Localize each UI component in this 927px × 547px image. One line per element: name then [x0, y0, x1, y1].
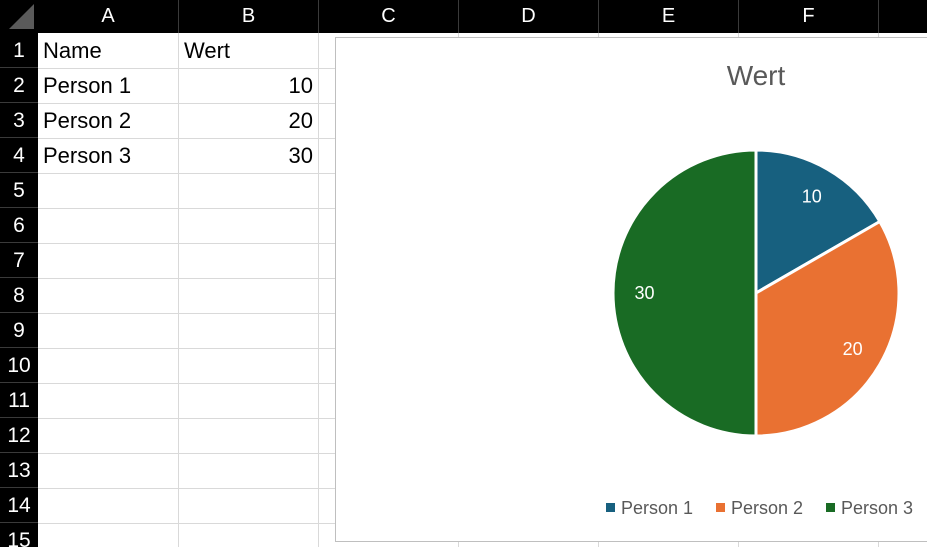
gridline [318, 33, 319, 547]
legend-entry-3[interactable]: Person 3 [841, 498, 913, 518]
data-label-2: 20 [843, 339, 863, 359]
row-header-15[interactable]: 15 [0, 523, 38, 547]
data-label-3: 30 [634, 283, 654, 303]
row-header-7[interactable]: 7 [0, 243, 38, 278]
row-header-8[interactable]: 8 [0, 278, 38, 313]
cell-a4[interactable]: Person 3 [43, 143, 132, 168]
pie-chart[interactable]: Wert 10 20 30 Person 1 Person 2 Person 3 [335, 37, 927, 542]
row-header-9[interactable]: 9 [0, 313, 38, 348]
legend-entry-1[interactable]: Person 1 [621, 498, 693, 518]
select-all-button[interactable] [0, 0, 38, 33]
chart-title[interactable]: Wert [727, 60, 786, 91]
pie-slice-2[interactable] [754, 220, 901, 438]
column-header-c[interactable]: C [319, 0, 459, 33]
row-header-14[interactable]: 14 [0, 488, 38, 523]
column-header-f[interactable]: F [739, 0, 879, 33]
row-header-11[interactable]: 11 [0, 383, 38, 418]
column-header-a[interactable]: A [38, 0, 179, 33]
cell-a3[interactable]: Person 2 [43, 108, 132, 133]
column-header-b[interactable]: B [179, 0, 319, 33]
legend-swatch-1 [606, 503, 615, 512]
cell-b4[interactable]: 30 [288, 143, 313, 168]
row-header-5[interactable]: 5 [0, 173, 38, 208]
cell-a2[interactable]: Person 1 [43, 73, 132, 98]
row-header-4[interactable]: 4 [0, 138, 38, 173]
row-header-2[interactable]: 2 [0, 68, 38, 103]
pie-chart-canvas: Wert 10 20 30 Person 1 Person 2 Person 3 [606, 60, 913, 518]
cell-a1[interactable]: Name [43, 38, 102, 63]
cell-b2[interactable]: 10 [288, 73, 313, 98]
gridline [178, 33, 179, 547]
legend-swatch-2 [716, 503, 725, 512]
row-header-13[interactable]: 13 [0, 453, 38, 488]
row-header-3[interactable]: 3 [0, 103, 38, 138]
legend-swatch-3 [826, 503, 835, 512]
column-header-d[interactable]: D [459, 0, 599, 33]
row-header-12[interactable]: 12 [0, 418, 38, 453]
data-label-1: 10 [802, 186, 822, 206]
data-labels: 10 20 30 [634, 186, 862, 358]
pie-slices [611, 148, 901, 438]
cell-b3[interactable]: 20 [288, 108, 313, 133]
pie-slice-1[interactable] [754, 148, 882, 295]
chart-legend[interactable]: Person 1 Person 2 Person 3 [606, 498, 913, 518]
row-header-10[interactable]: 10 [0, 348, 38, 383]
row-header-1[interactable]: 1 [0, 33, 38, 68]
column-header-e[interactable]: E [599, 0, 739, 33]
row-header-6[interactable]: 6 [0, 208, 38, 243]
legend-entry-2[interactable]: Person 2 [731, 498, 803, 518]
column-header-g[interactable] [879, 0, 927, 33]
pie-slice-3[interactable] [611, 148, 758, 438]
cell-b1[interactable]: Wert [184, 38, 231, 63]
